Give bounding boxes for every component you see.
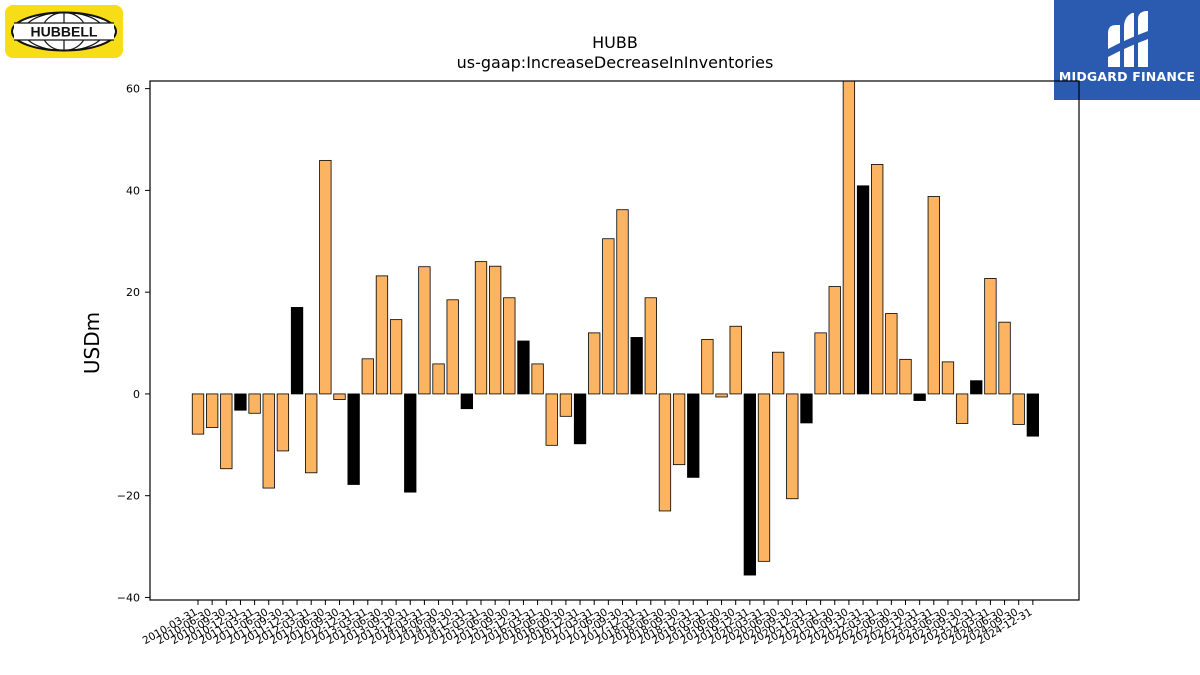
x-axis: 2010-03-312010-06-302010-09-302010-12-31… <box>141 600 1034 647</box>
bar-2013-03-31 <box>361 358 374 395</box>
bar-2013-09-30 <box>389 319 403 395</box>
bar-2019-03-31 <box>701 339 714 395</box>
bar-2024-03-31 <box>984 278 997 395</box>
bar-2022-12-31 <box>913 393 926 401</box>
bar-2014-06-30 <box>432 363 445 395</box>
bar-2012-03-31 <box>305 393 318 474</box>
bar-2017-09-30 <box>616 209 629 395</box>
bar-2012-09-30 <box>333 393 346 400</box>
bar-2018-12-31 <box>687 393 700 478</box>
bar-2023-03-31 <box>927 196 940 395</box>
bar-2012-06-30 <box>319 159 332 395</box>
y-tick-label: −40 <box>117 591 140 604</box>
hubbell-logo-text: HUBBELL <box>31 24 98 40</box>
bar-2010-06-30 <box>205 393 219 428</box>
bar-2020-12-31 <box>800 393 813 424</box>
bar-2017-06-30 <box>602 238 615 395</box>
bar-2011-09-30 <box>276 393 290 452</box>
bar-2011-06-30 <box>262 393 275 489</box>
y-tick-label: −20 <box>117 490 140 503</box>
chart-subtitle: us-gaap:IncreaseDecreaseInInventories <box>457 53 774 72</box>
bar-2022-09-30 <box>899 358 912 395</box>
bar-2023-09-30 <box>955 393 969 424</box>
bar-2021-12-31 <box>856 185 870 395</box>
bar-2017-03-31 <box>588 332 601 395</box>
bar-2011-12-31 <box>290 307 304 395</box>
bar-2022-03-31 <box>871 164 884 395</box>
bar-2014-09-30 <box>446 299 459 395</box>
bar-2015-06-30 <box>488 265 502 395</box>
bars-group <box>191 80 1039 576</box>
midgard-logo-text: MIDGARD FINANCE <box>1058 69 1196 84</box>
bar-2014-12-31 <box>460 393 474 410</box>
bar-2018-06-30 <box>658 393 672 512</box>
bar-2016-03-31 <box>531 363 544 395</box>
bar-2015-03-31 <box>474 261 488 395</box>
y-axis: −40 −20 0 20 40 60 <box>117 83 150 604</box>
midgard-finance-logo: MIDGARD FINANCE <box>1054 0 1200 100</box>
bar-2024-06-30 <box>998 321 1011 395</box>
bar-2024-12-31 <box>1026 393 1039 437</box>
bar-2010-03-31 <box>191 393 205 435</box>
bar-2019-09-30 <box>729 325 742 395</box>
y-tick-label: 0 <box>133 388 140 401</box>
bar-2018-09-30 <box>672 393 686 466</box>
bar-2019-12-31 <box>743 393 756 576</box>
bar-2017-12-31 <box>630 337 643 395</box>
bar-2021-06-30 <box>828 286 841 395</box>
chart-title: HUBB <box>592 33 638 52</box>
bar-2016-12-31 <box>573 393 587 445</box>
hubbell-logo: HUBBELL <box>5 5 123 58</box>
bar-2018-03-31 <box>644 297 657 395</box>
bar-2015-09-30 <box>503 297 516 395</box>
bar-2019-06-30 <box>715 393 728 398</box>
bar-2013-06-30 <box>375 275 389 395</box>
plot-frame <box>149 80 1080 601</box>
bar-2023-12-31 <box>970 380 983 395</box>
bar-2010-12-31 <box>234 393 247 411</box>
bar-2023-06-30 <box>941 361 955 395</box>
bar-2020-09-30 <box>786 393 799 500</box>
bar-2021-09-30 <box>842 80 856 395</box>
bar-2021-03-31 <box>814 332 827 395</box>
bar-2024-09-30 <box>1012 393 1025 425</box>
bar-2012-12-31 <box>347 393 360 485</box>
y-tick-label: 20 <box>126 286 140 299</box>
midgard-emblem-icon <box>1108 11 1148 67</box>
bar-2016-09-30 <box>559 393 573 417</box>
bar-2010-09-30 <box>220 393 233 470</box>
bar-2022-06-30 <box>885 313 898 395</box>
y-tick-label: 60 <box>126 83 140 96</box>
bar-2015-12-31 <box>517 340 530 395</box>
bar-2014-03-31 <box>418 266 431 395</box>
bar-2011-03-31 <box>248 393 261 414</box>
bar-2020-03-31 <box>757 393 771 562</box>
bar-2020-06-30 <box>772 351 785 395</box>
bar-2013-12-31 <box>404 393 417 493</box>
y-tick-label: 40 <box>126 184 140 197</box>
y-axis-label: USDm <box>80 312 104 374</box>
bar-2016-06-30 <box>545 393 558 446</box>
